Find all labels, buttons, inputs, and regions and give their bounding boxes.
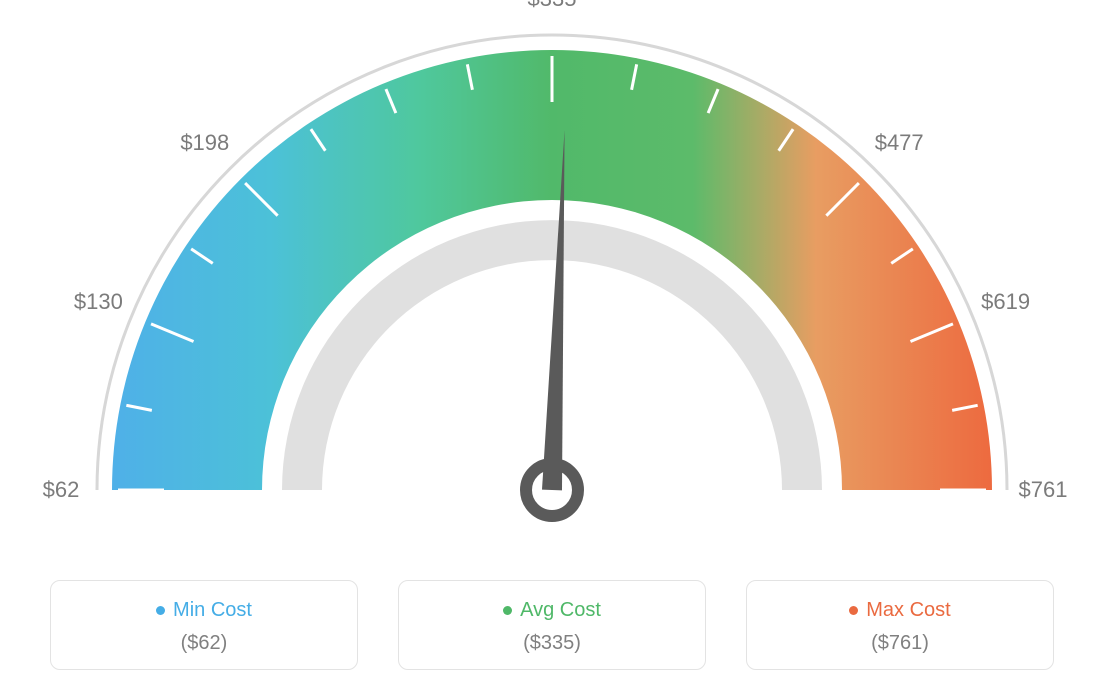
legend-box-min: Min Cost ($62) <box>50 580 358 670</box>
gauge-tick-label: $619 <box>981 289 1030 315</box>
legend-title-avg: Avg Cost <box>503 599 601 622</box>
legend-label-avg: Avg Cost <box>520 599 601 622</box>
gauge-tick-label: $335 <box>528 0 577 12</box>
legend-label-max: Max Cost <box>866 599 950 622</box>
gauge-tick-label: $130 <box>74 289 123 315</box>
gauge-tick-label: $761 <box>1019 477 1068 503</box>
dot-icon-avg <box>503 606 512 615</box>
legend: Min Cost ($62) Avg Cost ($335) Max Cost … <box>50 580 1054 670</box>
legend-value-avg: ($335) <box>399 632 705 655</box>
legend-box-avg: Avg Cost ($335) <box>398 580 706 670</box>
legend-value-min: ($62) <box>51 632 357 655</box>
legend-label-min: Min Cost <box>173 599 252 622</box>
gauge-tick-label: $62 <box>43 477 80 503</box>
cost-gauge: $62 $130 $198 $335 $477 $619 $761 <box>0 0 1104 560</box>
gauge-tick-label: $477 <box>875 130 924 156</box>
gauge-svg <box>0 0 1104 560</box>
legend-title-max: Max Cost <box>849 599 950 622</box>
legend-value-max: ($761) <box>747 632 1053 655</box>
dot-icon-min <box>156 606 165 615</box>
legend-title-min: Min Cost <box>156 599 252 622</box>
legend-box-max: Max Cost ($761) <box>746 580 1054 670</box>
gauge-tick-label: $198 <box>180 130 229 156</box>
dot-icon-max <box>849 606 858 615</box>
